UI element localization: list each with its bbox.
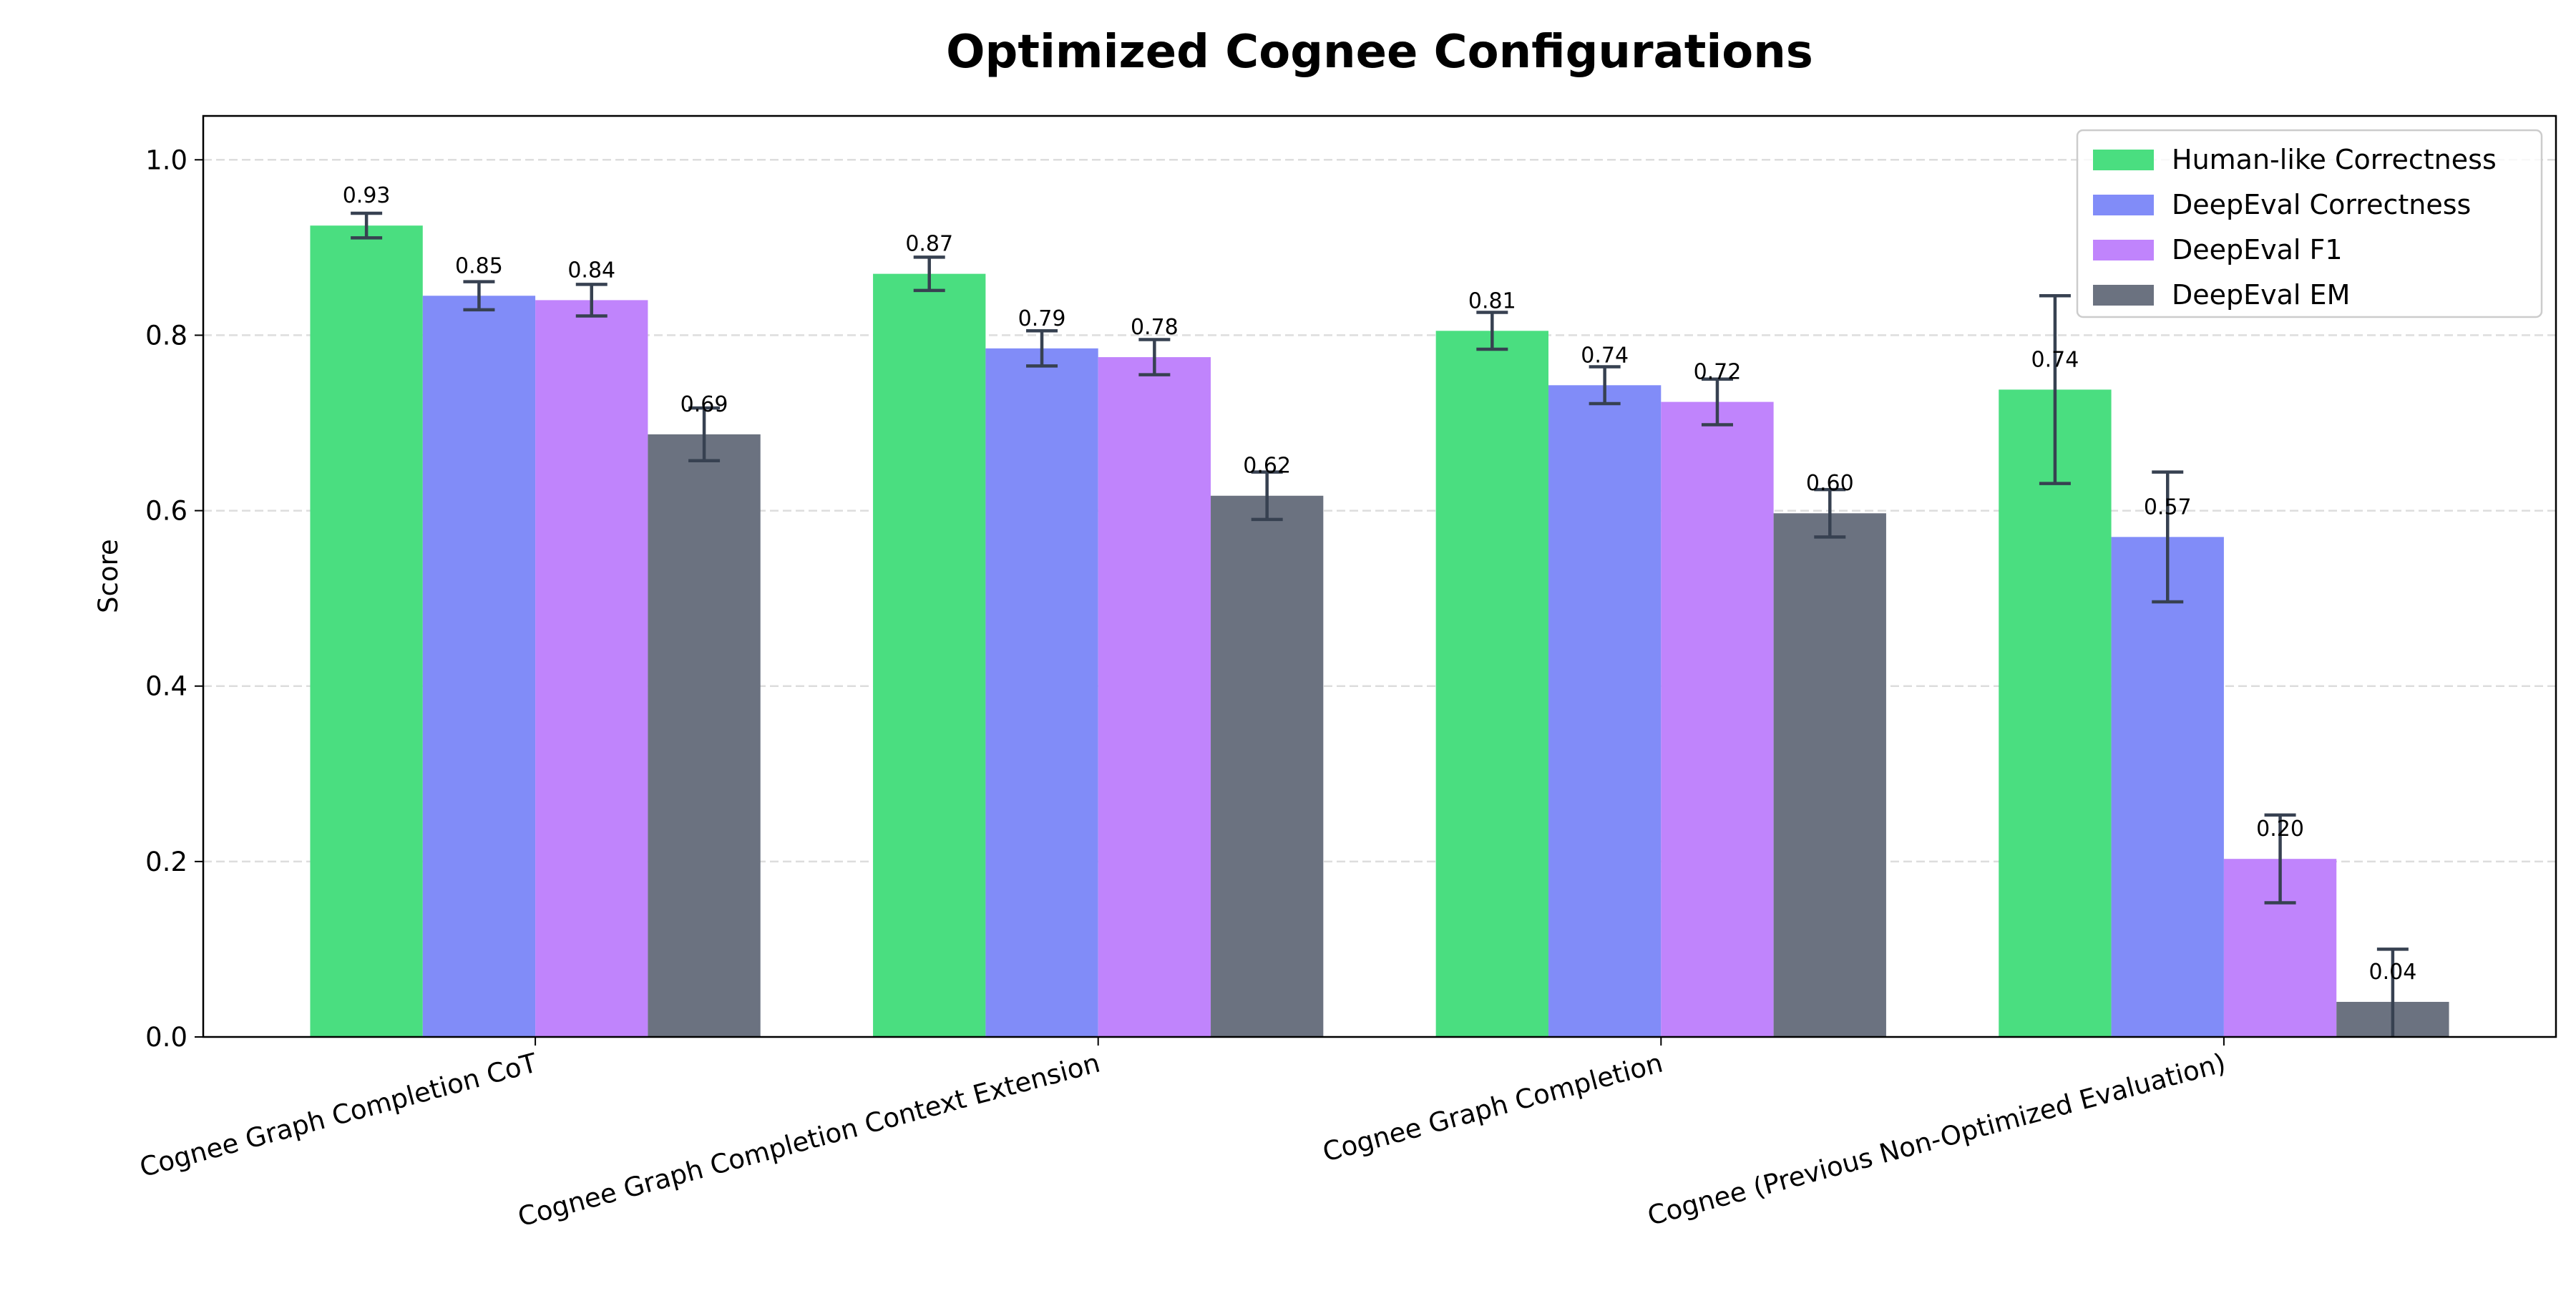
legend-swatch <box>2093 195 2154 215</box>
bar <box>985 348 1098 1037</box>
x-tick-label: Cognee Graph Completion CoT <box>137 1047 541 1183</box>
value-label: 0.57 <box>2144 495 2192 520</box>
value-label: 0.72 <box>1694 360 1742 385</box>
legend-label: DeepEval Correctness <box>2172 189 2471 220</box>
value-labels: 0.93 0.87 0.81 0.74 0.85 0.79 0.74 0.57 0.84 0.78… <box>343 183 2417 985</box>
bar <box>1435 331 1548 1037</box>
bar <box>1661 401 1774 1037</box>
value-label: 0.04 <box>2368 960 2416 985</box>
x-tick-label: Cognee Graph Completion <box>1319 1048 1666 1168</box>
y-tick-label: 0.8 <box>145 320 187 351</box>
x-tick-label: Cognee (Previous Non-Optimized Evaluatio… <box>1644 1048 2229 1232</box>
value-label: 0.62 <box>1243 454 1291 479</box>
legend-swatch <box>2093 240 2154 260</box>
y-tick-label: 0.6 <box>145 496 187 527</box>
value-label: 0.69 <box>680 392 728 417</box>
value-label: 0.84 <box>567 258 615 283</box>
y-axis-label: Score <box>93 539 124 613</box>
y-tick-label: 0.4 <box>145 671 187 702</box>
y-tick-label: 1.0 <box>145 145 187 175</box>
bar <box>1098 357 1211 1038</box>
value-label: 0.74 <box>2031 347 2079 372</box>
x-tick-label: Cognee Graph Completion Context Extensio… <box>514 1048 1103 1233</box>
error-bars <box>351 211 2409 1037</box>
value-label: 0.87 <box>905 232 953 257</box>
y-tick-label: 0.2 <box>145 847 187 877</box>
y-axis: 0.0 0.2 0.4 0.6 0.8 1.0 <box>145 145 203 1053</box>
value-label: 0.74 <box>1581 343 1629 368</box>
value-label: 0.20 <box>2256 817 2304 842</box>
legend-label: Human-like Correctness <box>2172 144 2497 175</box>
bar <box>648 434 761 1037</box>
value-label: 0.79 <box>1018 306 1066 331</box>
bar <box>1773 513 1886 1037</box>
bar <box>422 296 536 1037</box>
bar <box>1548 385 1662 1037</box>
bar <box>310 225 423 1037</box>
chart-title: Optimized Cognee Configurations <box>946 26 1813 79</box>
value-label: 0.81 <box>1468 288 1516 313</box>
legend: Human-like Correctness DeepEval Correctne… <box>2076 129 2543 318</box>
legend-label: DeepEval EM <box>2172 279 2350 311</box>
value-label: 0.85 <box>455 253 503 278</box>
legend-box <box>2076 129 2543 318</box>
bar <box>535 300 648 1037</box>
y-tick-label: 0.0 <box>145 1022 187 1053</box>
bar <box>2111 537 2224 1037</box>
bar <box>1999 389 2112 1037</box>
legend-label: DeepEval F1 <box>2172 234 2343 265</box>
legend-swatch <box>2093 150 2154 170</box>
bar <box>1211 495 1324 1037</box>
bars <box>310 225 2449 1038</box>
value-label: 0.60 <box>1806 471 1854 496</box>
bar <box>873 273 986 1038</box>
value-label: 0.78 <box>1131 315 1179 340</box>
plot-frame <box>202 115 2557 1038</box>
legend-swatch <box>2093 285 2154 306</box>
value-label: 0.93 <box>343 183 391 208</box>
